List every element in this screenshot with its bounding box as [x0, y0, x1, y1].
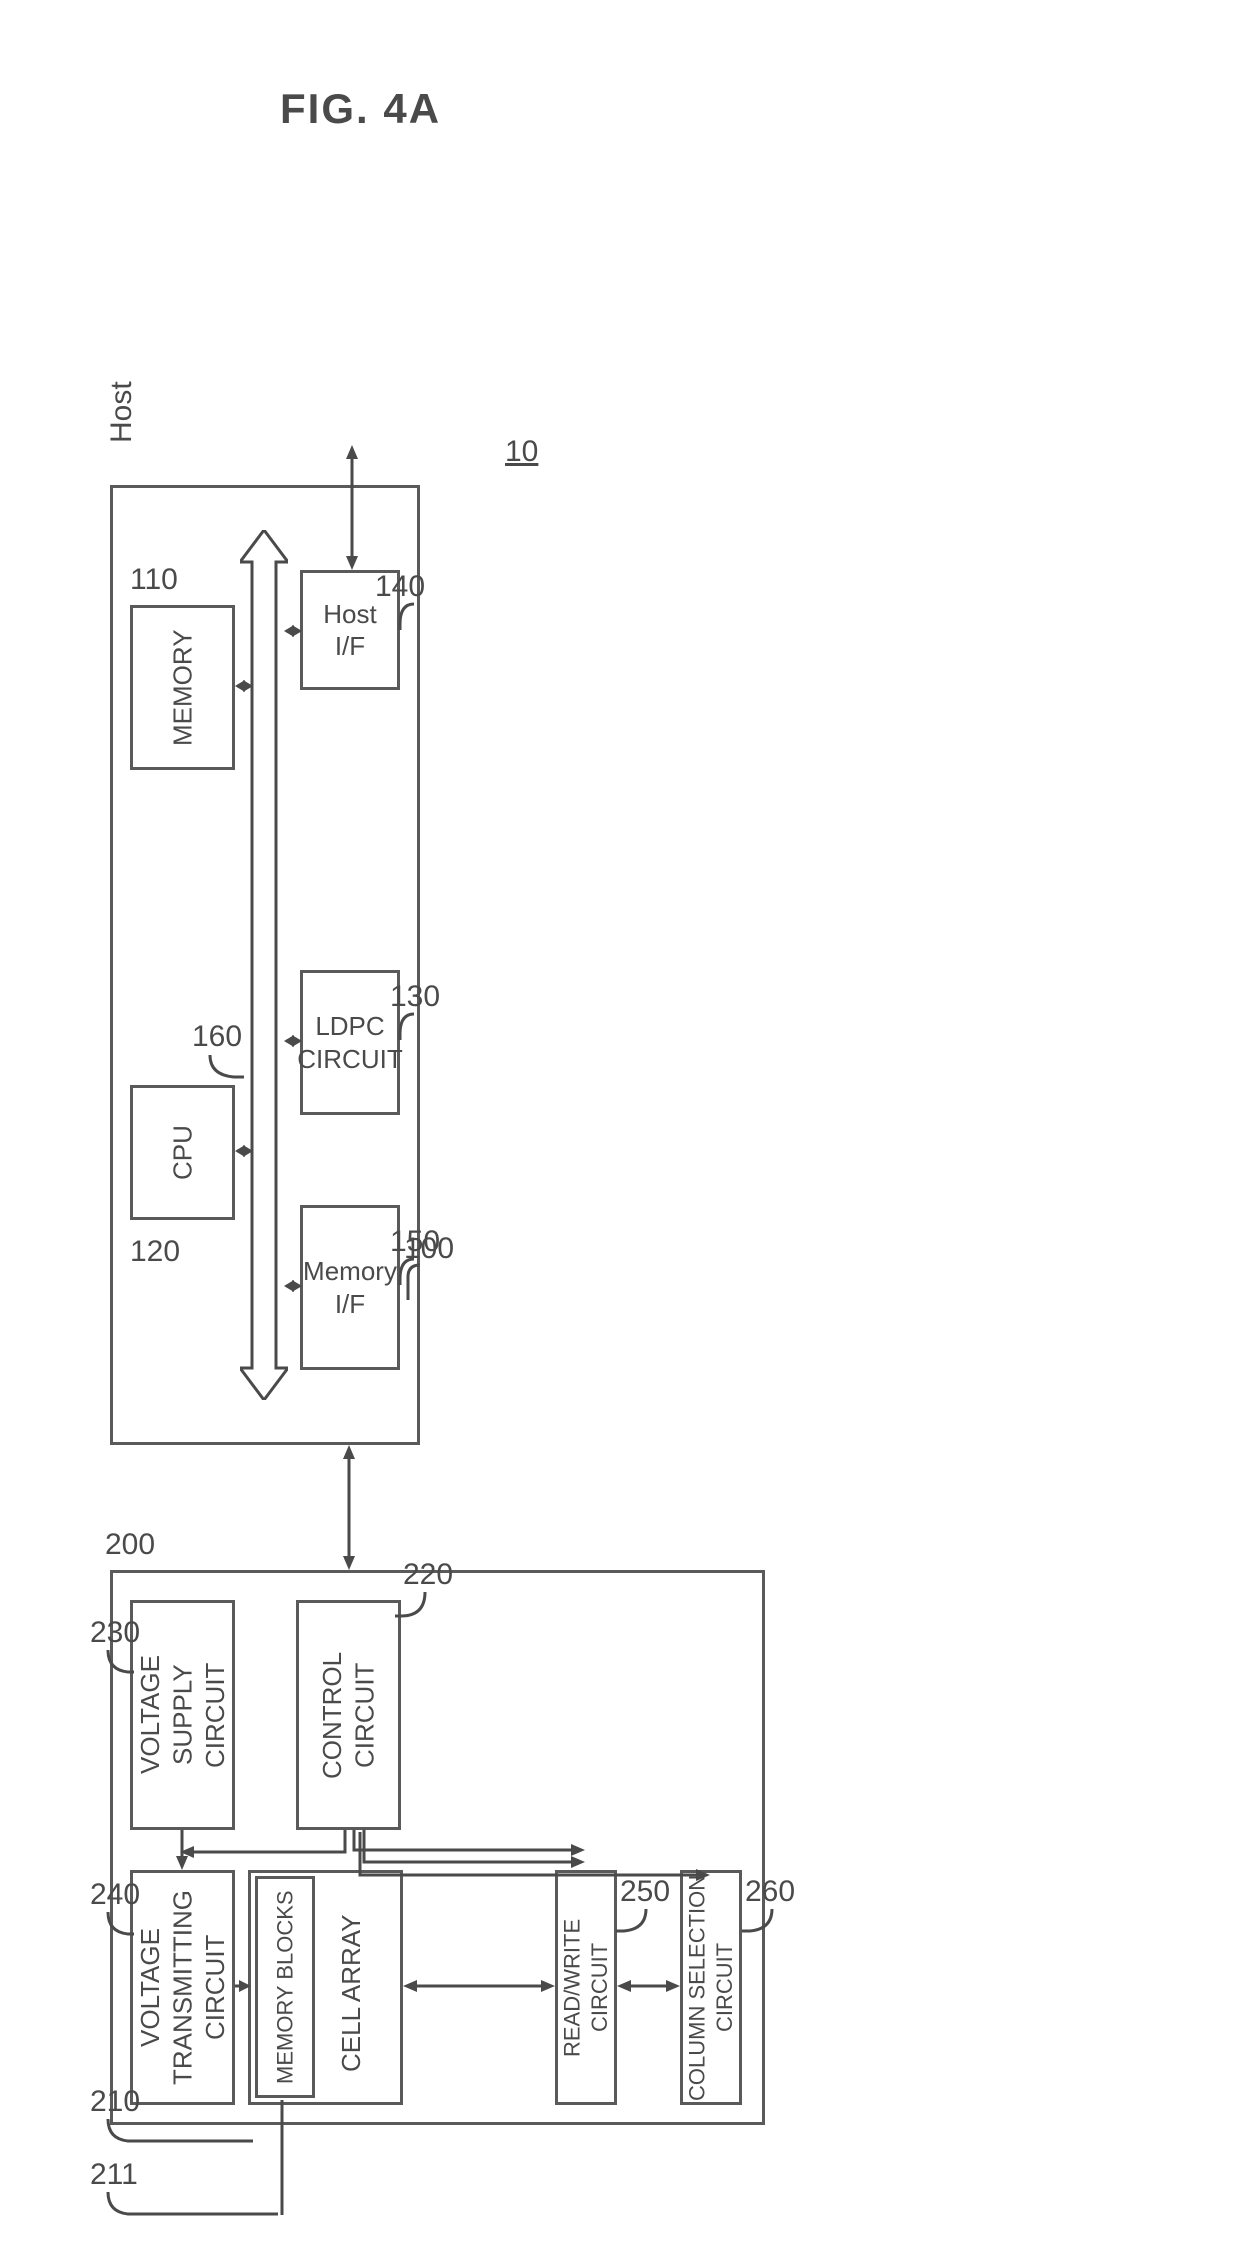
cell-array-ref-label: 210 [90, 2085, 140, 2119]
ldpc-ref-label: 130 [390, 980, 440, 1014]
leader-line [278, 2100, 286, 2220]
mem-if-block-label: Memory I/F [303, 1255, 397, 1320]
arrow-control-vtrans [180, 1830, 350, 1880]
arrow-ldpc-bus [284, 1035, 302, 1047]
leader-line [108, 1650, 134, 1676]
arrow-control-colsel [360, 1830, 715, 1890]
cpu-ref-label: 120 [130, 1235, 180, 1269]
vtrans-block: VOLTAGE TRANSMITTING CIRCUIT [130, 1870, 235, 2105]
arrow-cpu-bus [235, 1145, 253, 1157]
memory-device-ref-label: 200 [105, 1528, 155, 1562]
ldpc-block: LDPC CIRCUIT [300, 970, 400, 1115]
control-ref-label: 220 [403, 1558, 453, 1592]
colsel-ref-label: 260 [745, 1875, 795, 1909]
memory-block-label: MEMORY [166, 629, 199, 746]
leader-line [400, 1259, 420, 1285]
cpu-block-label: CPU [166, 1125, 199, 1180]
memory-block: MEMORY [130, 605, 235, 770]
leader-line [616, 1909, 646, 1935]
readwrite-block: READ/WRITE CIRCUIT [555, 1870, 617, 2105]
system-ref-label: 10 [505, 435, 538, 469]
vtrans-block-label: VOLTAGE TRANSMITTING CIRCUIT [134, 1890, 232, 2085]
mem-if-ref-label: 150 [390, 1225, 440, 1259]
memory-ref-label: 110 [130, 563, 178, 597]
memory-blocks-ref-label: 211 [90, 2158, 138, 2192]
vsupply-block-label: VOLTAGE SUPPLY CIRCUIT [134, 1656, 232, 1775]
control-block: CONTROL CIRCUIT [296, 1600, 401, 1830]
cpu-block: CPU [130, 1085, 235, 1220]
arrow-cellarray-readwrite [403, 1980, 555, 1992]
figure-title: FIG. 4A [280, 85, 441, 133]
host-arrow [346, 445, 358, 570]
leader-line [108, 2192, 278, 2218]
arrow-memory-bus [235, 680, 253, 692]
host-if-ref-label: 140 [375, 570, 425, 604]
arrow-memif-bus [284, 1280, 302, 1292]
arrow-vtrans-cellarray [235, 1980, 251, 1992]
leader-line [210, 1055, 244, 1081]
vsupply-block: VOLTAGE SUPPLY CIRCUIT [130, 1600, 235, 1830]
arrow-hostif-bus [284, 625, 302, 637]
leader-line [108, 1912, 134, 1938]
ldpc-block-label: LDPC CIRCUIT [297, 1010, 402, 1075]
bus-ref-label: 160 [192, 1020, 242, 1054]
host-label: Host [105, 381, 139, 443]
colsel-block: COLUMN SELECTION CIRCUIT [680, 1870, 742, 2105]
leader-line [400, 604, 420, 630]
leader-line [742, 1909, 772, 1935]
host-if-block-label: Host I/F [323, 598, 376, 663]
arrow-readwrite-colsel [617, 1980, 680, 1992]
vsupply-ref-label: 230 [90, 1616, 140, 1650]
mem-if-block: Memory I/F [300, 1205, 400, 1370]
leader-line [108, 2119, 253, 2145]
vtrans-ref-label: 240 [90, 1878, 140, 1912]
readwrite-block-label: READ/WRITE CIRCUIT [559, 1873, 614, 2102]
control-block-label: CONTROL CIRCUIT [316, 1651, 381, 1778]
leader-line [400, 1014, 420, 1040]
leader-line [395, 1592, 425, 1622]
memory-blocks-label: MEMORY BLOCKS [271, 1890, 299, 2084]
memory-blocks-block: MEMORY BLOCKS [255, 1876, 315, 2098]
cell-array-label: CELL ARRAY [336, 1914, 367, 2072]
bus-arrow [240, 530, 288, 1405]
colsel-block-label: COLUMN SELECTION CIRCUIT [684, 1874, 739, 2100]
controller-memory-link [343, 1445, 355, 1570]
